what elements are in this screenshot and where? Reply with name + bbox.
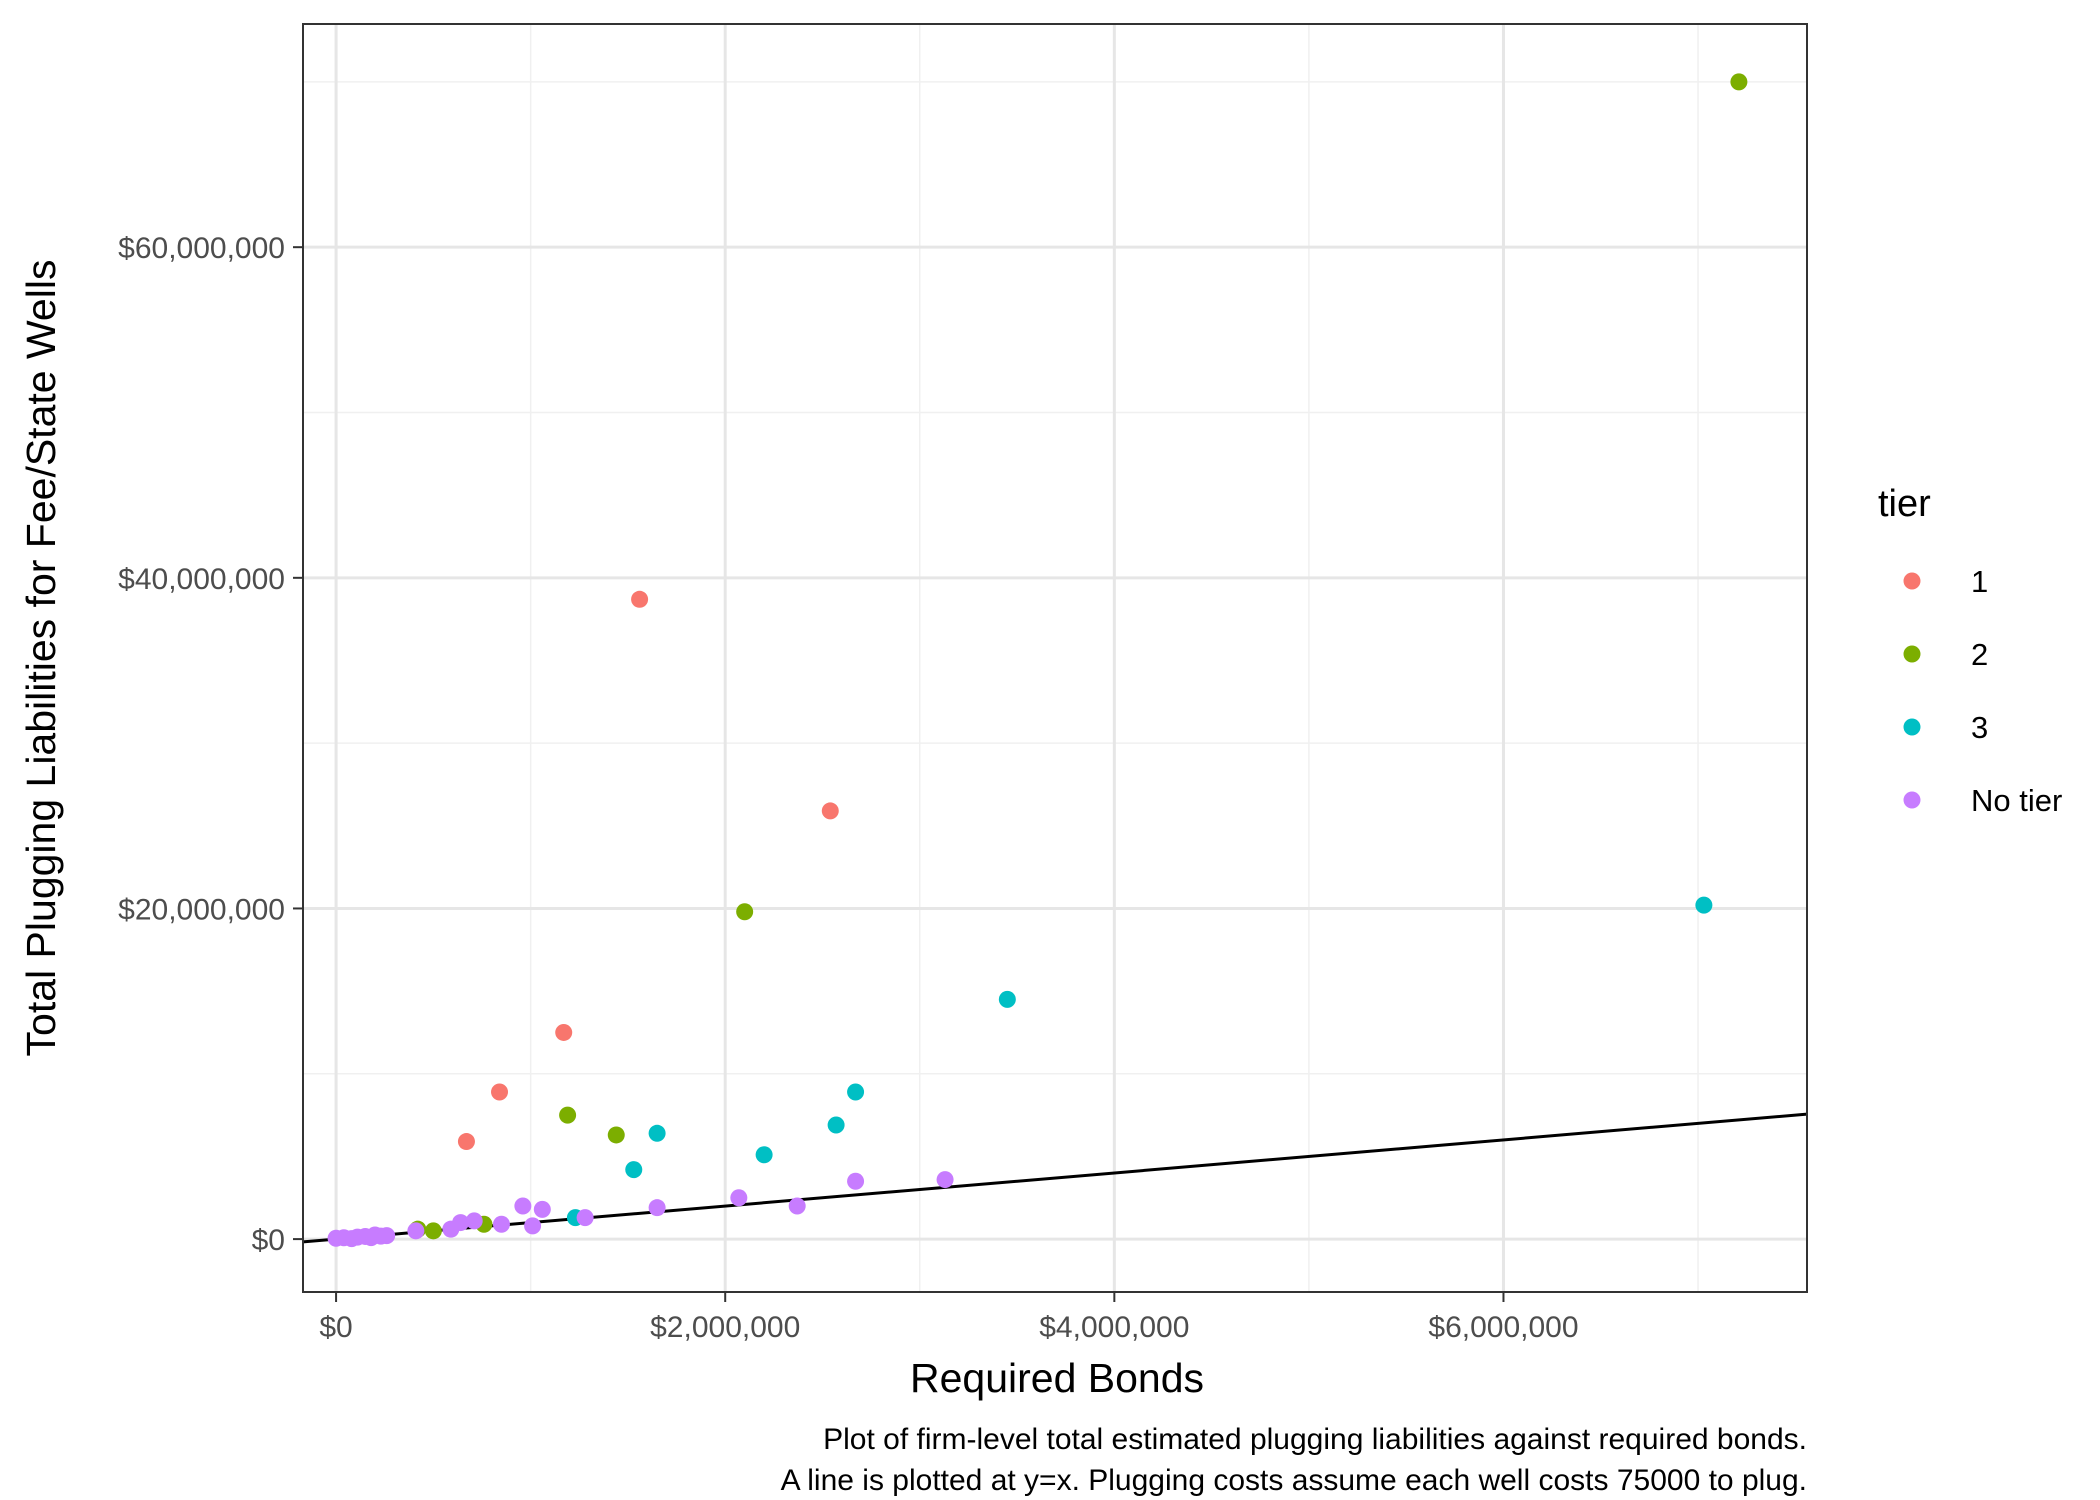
y-tick-label: $60,000,000 <box>118 232 285 265</box>
legend-label: 2 <box>1971 637 1988 672</box>
legend-label: 1 <box>1971 564 1988 599</box>
data-point <box>555 1023 573 1041</box>
data-point <box>730 1189 748 1207</box>
legend-key <box>1903 791 1921 809</box>
data-point <box>452 1214 470 1232</box>
identity-line-group <box>302 1112 1808 1244</box>
x-tick-label: $2,000,000 <box>650 1311 800 1344</box>
legend-label: 3 <box>1971 710 1988 745</box>
data-point <box>755 1146 773 1164</box>
data-point <box>514 1197 532 1215</box>
data-point <box>491 1083 509 1101</box>
data-point <box>648 1124 666 1142</box>
data-point <box>648 1199 666 1217</box>
x-tick-label: $6,000,000 <box>1428 1311 1578 1344</box>
y-axis-title: Total Plugging Liabilities for Fee/State… <box>18 260 64 1057</box>
minor-gridlines <box>303 24 1807 1292</box>
data-point <box>407 1222 425 1240</box>
y-axis-ticks: $0 $20,000,000 $40,000,000 $60,000,000 <box>118 232 303 1257</box>
major-gridlines <box>303 24 1807 1292</box>
data-point <box>827 1116 845 1134</box>
x-axis-title: Required Bonds <box>910 1355 1204 1401</box>
data-point <box>465 1212 483 1230</box>
data-point <box>847 1172 865 1190</box>
legend-key <box>1903 718 1921 736</box>
x-tick-label: $4,000,000 <box>1039 1311 1189 1344</box>
data-point <box>457 1133 475 1151</box>
x-axis-ticks: $0 $2,000,000 $4,000,000 $6,000,000 <box>319 1292 1579 1344</box>
data-point <box>936 1171 954 1189</box>
data-point <box>378 1227 396 1245</box>
data-point <box>1695 896 1713 914</box>
data-point <box>998 990 1016 1008</box>
data-point <box>1730 73 1748 91</box>
data-point <box>736 903 754 921</box>
data-points <box>327 73 1748 1248</box>
data-point <box>631 590 649 608</box>
data-point <box>424 1222 442 1240</box>
x-tick-label: $0 <box>319 1311 352 1344</box>
y-tick-label: $40,000,000 <box>118 563 285 596</box>
data-point <box>847 1083 865 1101</box>
data-point <box>533 1200 551 1218</box>
caption-line-1: Plot of firm-level total estimated plugg… <box>823 1423 1807 1456</box>
data-point <box>576 1209 594 1227</box>
data-point <box>559 1106 577 1124</box>
plot-border <box>302 23 1808 1293</box>
data-point <box>524 1217 542 1235</box>
y-tick-label: $0 <box>252 1224 285 1257</box>
legend-title: tier <box>1878 483 1931 525</box>
data-point <box>625 1161 643 1179</box>
data-point <box>607 1126 625 1144</box>
identity-line <box>302 1112 1808 1244</box>
legend-label: No tier <box>1971 783 2062 818</box>
legend-key <box>1903 645 1921 663</box>
legend: tier 1 2 3 No tier <box>1878 483 2062 818</box>
y-tick-label: $20,000,000 <box>118 893 285 926</box>
data-point <box>788 1197 806 1215</box>
caption-line-2: A line is plotted at y=x. Plugging costs… <box>781 1464 1807 1497</box>
plot-background <box>303 24 1807 1292</box>
data-point <box>492 1215 510 1233</box>
data-point <box>821 802 839 820</box>
legend-key <box>1903 572 1921 590</box>
